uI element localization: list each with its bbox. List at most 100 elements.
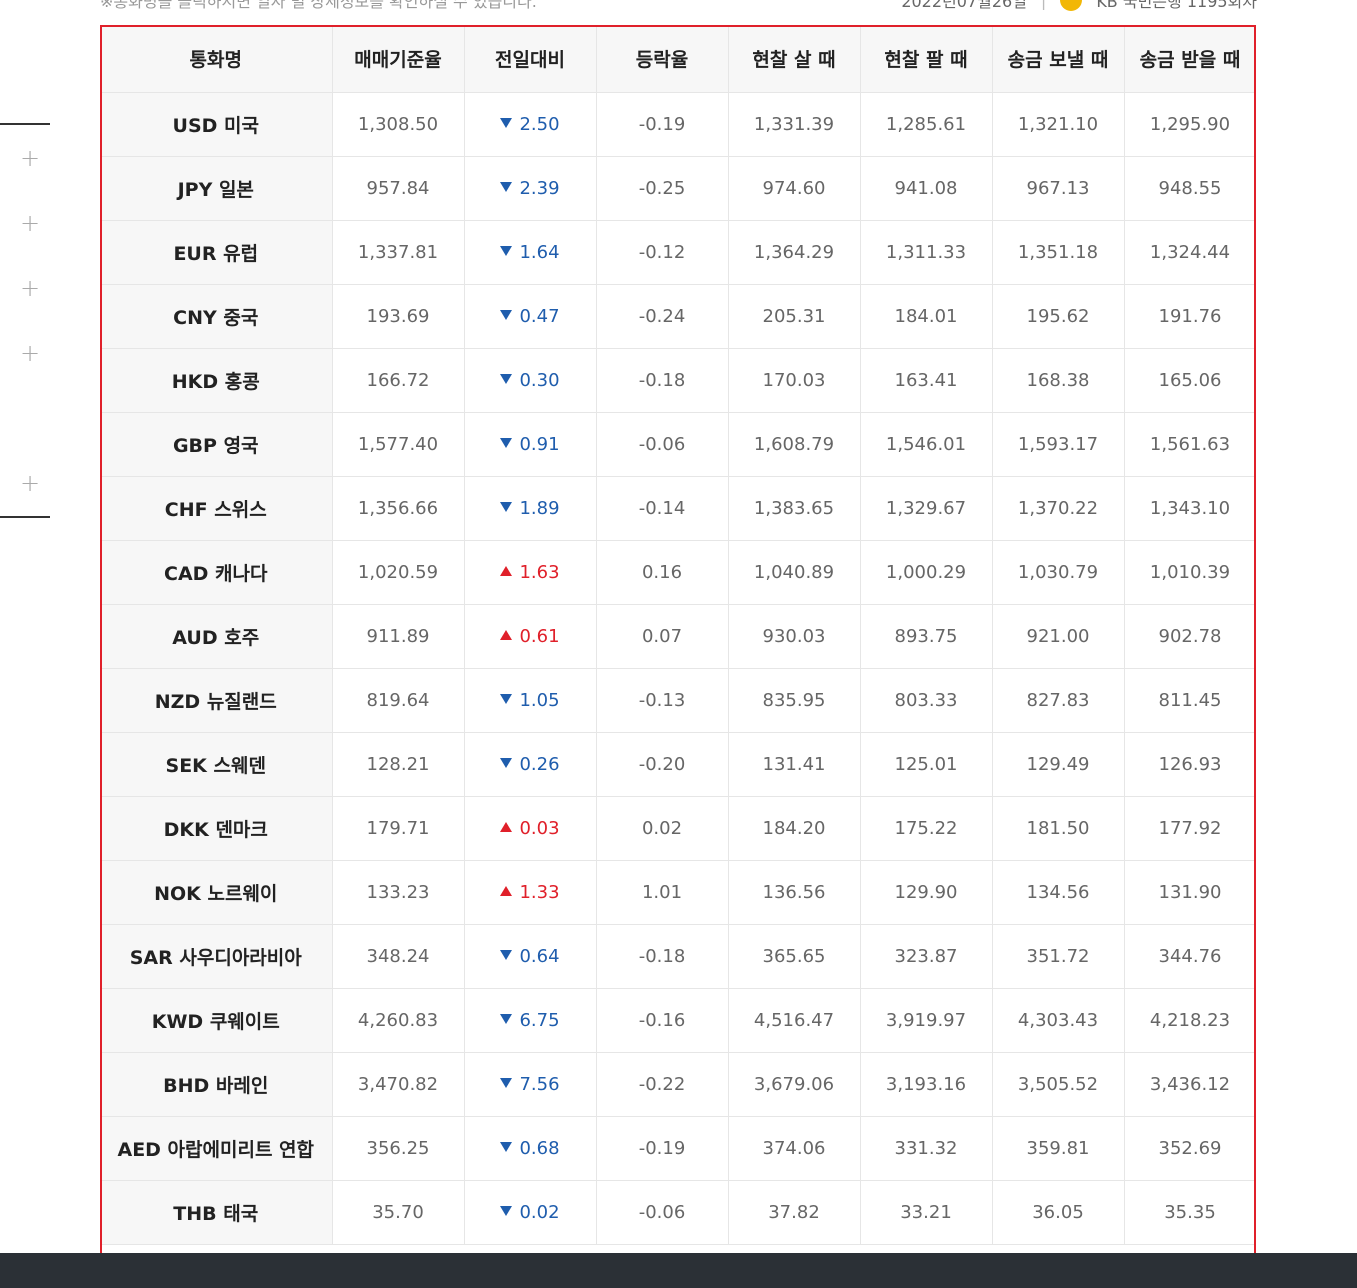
change-rate-cell: -0.19 bbox=[596, 1116, 729, 1181]
change-value: 0.64 bbox=[519, 946, 560, 967]
change-rate-cell: 0.16 bbox=[596, 540, 729, 605]
plus-icon[interactable]: + bbox=[20, 469, 41, 497]
change-rate-cell: -0.14 bbox=[596, 476, 729, 541]
base-rate-cell: 1,356.66 bbox=[332, 476, 465, 541]
cash-sell-cell: 941.08 bbox=[860, 156, 993, 221]
change-cell: 1.89 bbox=[464, 476, 597, 541]
currency-name-link[interactable]: HKD 홍콩 bbox=[102, 348, 333, 413]
change-rate-cell: -0.20 bbox=[596, 732, 729, 797]
change-value: 0.30 bbox=[519, 370, 560, 391]
base-rate-cell: 179.71 bbox=[332, 796, 465, 861]
change-cell: 2.50 bbox=[464, 92, 597, 157]
triangle-down-icon bbox=[500, 374, 513, 384]
currency-name-link[interactable]: CHF 스위스 bbox=[102, 476, 333, 541]
receive-cell: 4,218.23 bbox=[1124, 988, 1254, 1053]
currency-name-link[interactable]: AED 아랍에미리트 연합 bbox=[102, 1116, 333, 1181]
cash-sell-cell: 893.75 bbox=[860, 604, 993, 669]
currency-name-link[interactable]: DKK 덴마크 bbox=[102, 796, 333, 861]
table-row: EUR 유럽 1,337.81 1.64 -0.12 1,364.29 1,311.33 1… bbox=[102, 220, 1254, 285]
currency-name-link[interactable]: CAD 캐나다 bbox=[102, 540, 333, 605]
currency-name-link[interactable]: BHD 바레인 bbox=[102, 1052, 333, 1117]
send-cell: 1,370.22 bbox=[992, 476, 1125, 541]
exchange-rate-table: 통화명 매매기준율 전일대비 등락율 현찰 살 때 현찰 팔 때 송금 보낼 때… bbox=[102, 27, 1254, 1245]
receive-cell: 1,324.44 bbox=[1124, 220, 1254, 285]
currency-name-link[interactable]: NOK 노르웨이 bbox=[102, 860, 333, 925]
send-cell: 827.83 bbox=[992, 668, 1125, 733]
currency-name-link[interactable]: AUD 호주 bbox=[102, 604, 333, 669]
triangle-down-icon bbox=[500, 1014, 513, 1024]
change-rate-cell: -0.19 bbox=[596, 92, 729, 157]
column-header-base-rate: 매매기준율 bbox=[332, 27, 465, 93]
base-rate-cell: 193.69 bbox=[332, 284, 465, 349]
meta-separator: | bbox=[1040, 0, 1047, 10]
cash-sell-cell: 1,329.67 bbox=[860, 476, 993, 541]
change-rate-cell: 0.07 bbox=[596, 604, 729, 669]
exchange-rate-table-frame: 통화명 매매기준율 전일대비 등락율 현찰 살 때 현찰 팔 때 송금 보낼 때… bbox=[100, 25, 1256, 1261]
send-cell: 1,321.10 bbox=[992, 92, 1125, 157]
table-note: ※통화명을 클릭하시면 일자 별 상세정보를 확인하실 수 있습니다. bbox=[100, 0, 537, 11]
currency-name-link[interactable]: KWD 쿠웨이트 bbox=[102, 988, 333, 1053]
cash-sell-cell: 125.01 bbox=[860, 732, 993, 797]
currency-name-link[interactable]: GBP 영국 bbox=[102, 412, 333, 477]
currency-name-link[interactable]: THB 태국 bbox=[102, 1180, 333, 1245]
change-cell: 6.75 bbox=[464, 988, 597, 1053]
change-value: 0.91 bbox=[519, 434, 560, 455]
change-value: 2.50 bbox=[519, 114, 560, 135]
table-row: USD 미국 1,308.50 2.50 -0.19 1,331.39 1,285.61 1… bbox=[102, 92, 1254, 157]
cash-buy-cell: 374.06 bbox=[728, 1116, 861, 1181]
currency-name-link[interactable]: SAR 사우디아라비아 bbox=[102, 924, 333, 989]
change-cell: 0.30 bbox=[464, 348, 597, 413]
receive-cell: 948.55 bbox=[1124, 156, 1254, 221]
table-row: KWD 쿠웨이트 4,260.83 6.75 -0.16 4,516.47 3,919.9… bbox=[102, 988, 1254, 1053]
change-rate-cell: -0.16 bbox=[596, 988, 729, 1053]
cash-sell-cell: 3,919.97 bbox=[860, 988, 993, 1053]
change-rate-cell: -0.22 bbox=[596, 1052, 729, 1117]
change-value: 1.33 bbox=[519, 882, 560, 903]
cash-buy-cell: 170.03 bbox=[728, 348, 861, 413]
plus-icon[interactable]: + bbox=[20, 144, 41, 172]
change-rate-cell: -0.13 bbox=[596, 668, 729, 733]
currency-name-link[interactable]: EUR 유럽 bbox=[102, 220, 333, 285]
plus-icon[interactable]: + bbox=[20, 209, 41, 237]
column-header-send: 송금 보낼 때 bbox=[992, 27, 1125, 93]
cash-buy-cell: 131.41 bbox=[728, 732, 861, 797]
plus-icon[interactable]: + bbox=[20, 339, 41, 367]
change-value: 0.68 bbox=[519, 1138, 560, 1159]
currency-name-link[interactable]: NZD 뉴질랜드 bbox=[102, 668, 333, 733]
left-sidebar: + + + + + bbox=[0, 0, 50, 1288]
cash-buy-cell: 930.03 bbox=[728, 604, 861, 669]
receive-cell: 165.06 bbox=[1124, 348, 1254, 413]
triangle-down-icon bbox=[500, 438, 513, 448]
table-row: AED 아랍에미리트 연합 356.25 0.68 -0.19 374.06 331.32… bbox=[102, 1116, 1254, 1181]
change-cell: 7.56 bbox=[464, 1052, 597, 1117]
currency-name-link[interactable]: CNY 중국 bbox=[102, 284, 333, 349]
change-value: 0.47 bbox=[519, 306, 560, 327]
currency-name-link[interactable]: SEK 스웨덴 bbox=[102, 732, 333, 797]
base-rate-cell: 1,577.40 bbox=[332, 412, 465, 477]
cash-sell-cell: 331.32 bbox=[860, 1116, 993, 1181]
change-cell: 1.64 bbox=[464, 220, 597, 285]
table-row: AUD 호주 911.89 0.61 0.07 930.03 893.75 921.00 90… bbox=[102, 604, 1254, 669]
send-cell: 129.49 bbox=[992, 732, 1125, 797]
receive-cell: 344.76 bbox=[1124, 924, 1254, 989]
base-rate-cell: 1,308.50 bbox=[332, 92, 465, 157]
triangle-down-icon bbox=[500, 502, 513, 512]
change-value: 0.61 bbox=[519, 626, 560, 647]
table-row: THB 태국 35.70 0.02 -0.06 37.82 33.21 36.05 35.35 bbox=[102, 1180, 1254, 1245]
plus-icon[interactable]: + bbox=[20, 274, 41, 302]
currency-name-link[interactable]: USD 미국 bbox=[102, 92, 333, 157]
cash-sell-cell: 3,193.16 bbox=[860, 1052, 993, 1117]
currency-name-link[interactable]: JPY 일본 bbox=[102, 156, 333, 221]
rate-provider: KB 국민은행 1195회차 bbox=[1096, 0, 1257, 11]
triangle-down-icon bbox=[500, 310, 513, 320]
send-cell: 351.72 bbox=[992, 924, 1125, 989]
triangle-down-icon bbox=[500, 1206, 513, 1216]
send-cell: 967.13 bbox=[992, 156, 1125, 221]
send-cell: 1,593.17 bbox=[992, 412, 1125, 477]
receive-cell: 902.78 bbox=[1124, 604, 1254, 669]
table-row: BHD 바레인 3,470.82 7.56 -0.22 3,679.06 3,193.16… bbox=[102, 1052, 1254, 1117]
send-cell: 36.05 bbox=[992, 1180, 1125, 1245]
base-rate-cell: 1,337.81 bbox=[332, 220, 465, 285]
change-rate-cell: -0.06 bbox=[596, 1180, 729, 1245]
